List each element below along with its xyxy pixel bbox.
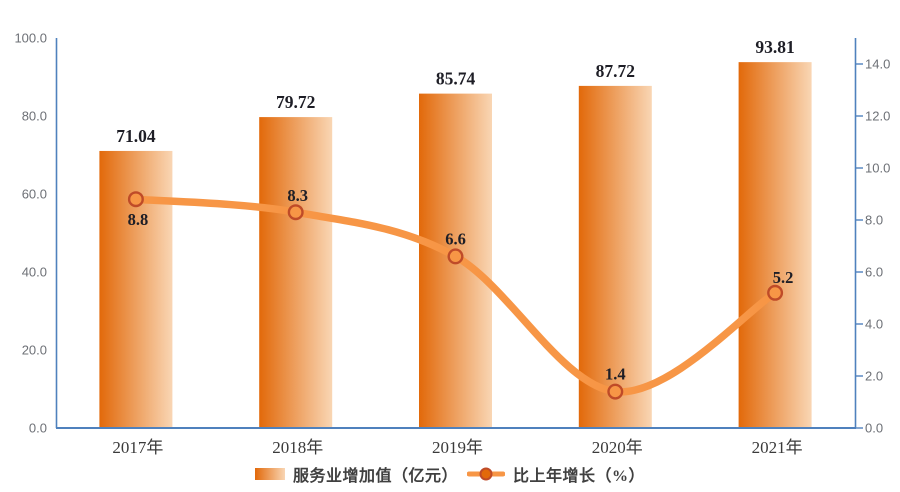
left-axis-tick-label: 0.0 [29,421,47,436]
bar-value-label: 87.72 [596,61,635,81]
line-marker-2017年 [127,191,144,208]
line-series-path [132,195,779,396]
bar-value-label: 71.04 [116,126,156,146]
line-value-label: 8.3 [287,186,308,205]
category-label-2019年: 2019年 [432,438,483,457]
right-axis-tick-label: 2.0 [865,369,883,384]
bar-series-swatch-icon [254,468,285,480]
right-axis-tick-label: 4.0 [865,317,883,332]
line-marker-2018年 [287,204,304,221]
bar-value-label: 79.72 [276,92,315,112]
left-axis-tick-label: 100.0 [14,31,47,46]
bar-2018年 [259,117,333,428]
line-series-swatch-icon [467,467,505,481]
category-label-2018年: 2018年 [272,438,323,457]
line-value-label: 6.6 [445,229,466,248]
line-marker-2020年 [607,383,624,400]
line-marker-2021年 [767,284,784,301]
legend-item-bar-series[interactable]: 服务业增加值（亿元） [254,462,458,486]
category-label-2020年: 2020年 [592,438,643,457]
right-axis-tick-label: 12.0 [865,109,890,124]
right-axis-tick-label: 14.0 [865,57,890,72]
legend-label-bar-series: 服务业增加值（亿元） [292,468,458,485]
left-axis-tick-label: 20.0 [22,343,47,358]
line-value-label: 8.8 [128,210,149,229]
line-marker-2019年 [447,248,464,265]
bar-2021年 [738,62,812,429]
line-value-label: 5.2 [773,268,794,287]
legend-label-line-series: 比上年增长（%） [513,468,646,485]
category-label-2021年: 2021年 [752,438,803,457]
left-axis-tick-label: 40.0 [22,265,47,280]
chart-legend: 服务业增加值（亿元） 比上年增长（%） [0,462,900,486]
left-axis-tick-label: 80.0 [22,109,47,124]
right-axis-tick-label: 6.0 [865,265,883,280]
plot-svg: 0.0 20.0 40.0 60.0 80.0 100.0 0.0 2.0 4.0 6.0 8.0 1… [14,31,890,458]
right-axis-tick-label: 10.0 [865,161,890,176]
line-value-label: 1.4 [605,365,626,384]
bar-value-label: 93.81 [755,37,794,57]
bar-2020年 [578,85,652,428]
left-axis-tick-label: 60.0 [22,187,47,202]
bar-value-label: 85.74 [436,69,476,89]
right-axis-tick-label: 0.0 [865,421,883,436]
category-label-2017年: 2017年 [112,438,163,457]
right-axis-tick-label: 8.0 [865,213,883,228]
legend-item-line-series[interactable]: 比上年增长（%） [467,462,645,486]
